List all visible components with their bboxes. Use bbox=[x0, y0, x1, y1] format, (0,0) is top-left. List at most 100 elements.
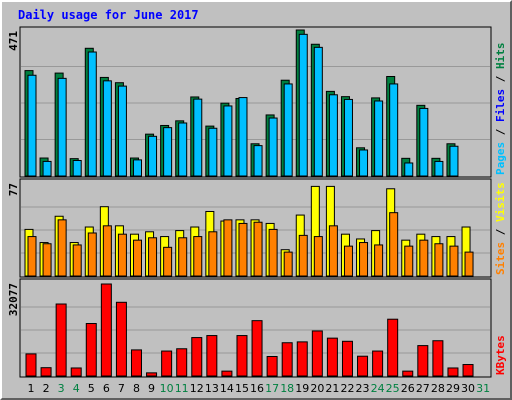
x-tick-label: 15 bbox=[235, 382, 249, 395]
files-bar bbox=[148, 135, 158, 177]
sites-bar bbox=[223, 219, 233, 277]
sites-bar bbox=[268, 228, 278, 277]
sites-bar bbox=[419, 239, 429, 277]
sites-bar bbox=[163, 246, 173, 277]
sites-bar bbox=[449, 245, 459, 277]
kbytes-bar bbox=[372, 350, 384, 377]
x-tick-label: 17 bbox=[265, 382, 279, 395]
x-tick-label: 11 bbox=[175, 382, 189, 395]
kbytes-bar bbox=[85, 323, 97, 377]
x-tick-label: 16 bbox=[250, 382, 264, 395]
kbytes-bar bbox=[40, 367, 52, 377]
kbytes-bar bbox=[191, 337, 203, 377]
files-bar bbox=[57, 77, 67, 177]
sites-bar bbox=[178, 237, 188, 277]
kbytes-bar bbox=[221, 370, 233, 377]
files-bar bbox=[42, 160, 52, 177]
sites-bar bbox=[253, 221, 263, 277]
x-tick-label: 3 bbox=[58, 382, 65, 395]
files-bar bbox=[208, 127, 218, 177]
legend-pages: Pages bbox=[494, 142, 507, 175]
kbytes-bar bbox=[176, 348, 188, 377]
kbytes-bar bbox=[357, 355, 369, 377]
files-bar bbox=[253, 145, 263, 177]
kbytes-bar bbox=[146, 372, 158, 377]
sites-bar bbox=[359, 242, 369, 277]
x-tick-label: 10 bbox=[160, 382, 174, 395]
files-bar bbox=[419, 107, 429, 177]
legend-sites: Sites bbox=[494, 242, 507, 275]
kbytes-bar bbox=[115, 301, 127, 377]
files-bar bbox=[268, 117, 278, 177]
sites-bar bbox=[208, 231, 218, 277]
kbytes-bar bbox=[462, 364, 474, 377]
files-bar bbox=[359, 149, 369, 177]
sites-bar bbox=[464, 251, 474, 277]
legend: Pages / Files / Hits bbox=[494, 43, 507, 176]
sites-bar bbox=[87, 232, 97, 277]
sites-bar bbox=[434, 243, 444, 277]
x-tick-label: 7 bbox=[118, 382, 125, 395]
x-tick-label: 5 bbox=[88, 382, 95, 395]
files-bar bbox=[223, 105, 233, 177]
x-tick-label: 8 bbox=[133, 382, 140, 395]
x-tick-label: 31 bbox=[476, 382, 490, 395]
legend-kbytes: KBytes bbox=[494, 335, 507, 375]
sites-bar bbox=[238, 222, 248, 277]
x-tick-label: 4 bbox=[73, 382, 80, 395]
kbytes-bar bbox=[447, 367, 459, 377]
sites-bar bbox=[283, 251, 293, 277]
legend-separator: / bbox=[494, 222, 507, 242]
legend-separator: / bbox=[494, 122, 507, 142]
kbytes-bar bbox=[281, 342, 293, 377]
files-bar bbox=[163, 127, 173, 177]
kbytes-bar bbox=[251, 320, 263, 377]
legend-visits: Visits bbox=[494, 182, 507, 222]
sites-bar bbox=[117, 233, 127, 277]
legend-files: Files bbox=[494, 89, 507, 122]
x-tick-label: 24 bbox=[371, 382, 385, 395]
kbytes-bar bbox=[311, 330, 323, 377]
files-bar bbox=[102, 80, 112, 177]
x-tick-label: 20 bbox=[310, 382, 324, 395]
files-bar bbox=[449, 145, 459, 177]
sites-bar bbox=[374, 244, 384, 277]
kbytes-bar bbox=[387, 318, 399, 377]
files-bar bbox=[238, 97, 248, 177]
x-tick-label: 18 bbox=[280, 382, 294, 395]
files-bar bbox=[374, 100, 384, 177]
files-bar bbox=[178, 122, 188, 177]
x-tick-label: 6 bbox=[103, 382, 110, 395]
x-tick-label: 21 bbox=[325, 382, 339, 395]
x-tick-label: 27 bbox=[416, 382, 430, 395]
sites-bar bbox=[148, 237, 158, 277]
kbytes-bar bbox=[130, 349, 142, 377]
x-tick-label: 9 bbox=[148, 382, 155, 395]
kbytes-bar bbox=[402, 370, 414, 377]
files-bar bbox=[87, 51, 97, 177]
kbytes-bar bbox=[25, 353, 37, 377]
sites-bar bbox=[389, 212, 399, 277]
kbytes-bar bbox=[55, 303, 67, 377]
files-bar bbox=[283, 83, 293, 177]
x-tick-label: 23 bbox=[356, 382, 370, 395]
files-bar bbox=[132, 159, 142, 177]
x-tick-label: 29 bbox=[446, 382, 460, 395]
y-max-label: 471 bbox=[7, 31, 20, 51]
files-bar bbox=[328, 94, 338, 177]
sites-bar bbox=[72, 244, 82, 277]
files-bar bbox=[343, 98, 353, 177]
x-tick-label: 26 bbox=[401, 382, 415, 395]
sites-bar bbox=[57, 219, 67, 277]
chart-title: Daily usage for June 2017 bbox=[18, 8, 199, 22]
legend: Sites / Visits bbox=[494, 182, 507, 275]
kbytes-bar bbox=[417, 345, 429, 377]
sites-bar bbox=[404, 245, 414, 277]
x-tick-label: 12 bbox=[190, 382, 204, 395]
sites-bar bbox=[298, 234, 308, 277]
kbytes-bar bbox=[432, 340, 444, 377]
x-tick-label: 1 bbox=[28, 382, 35, 395]
sites-bar bbox=[42, 243, 52, 277]
